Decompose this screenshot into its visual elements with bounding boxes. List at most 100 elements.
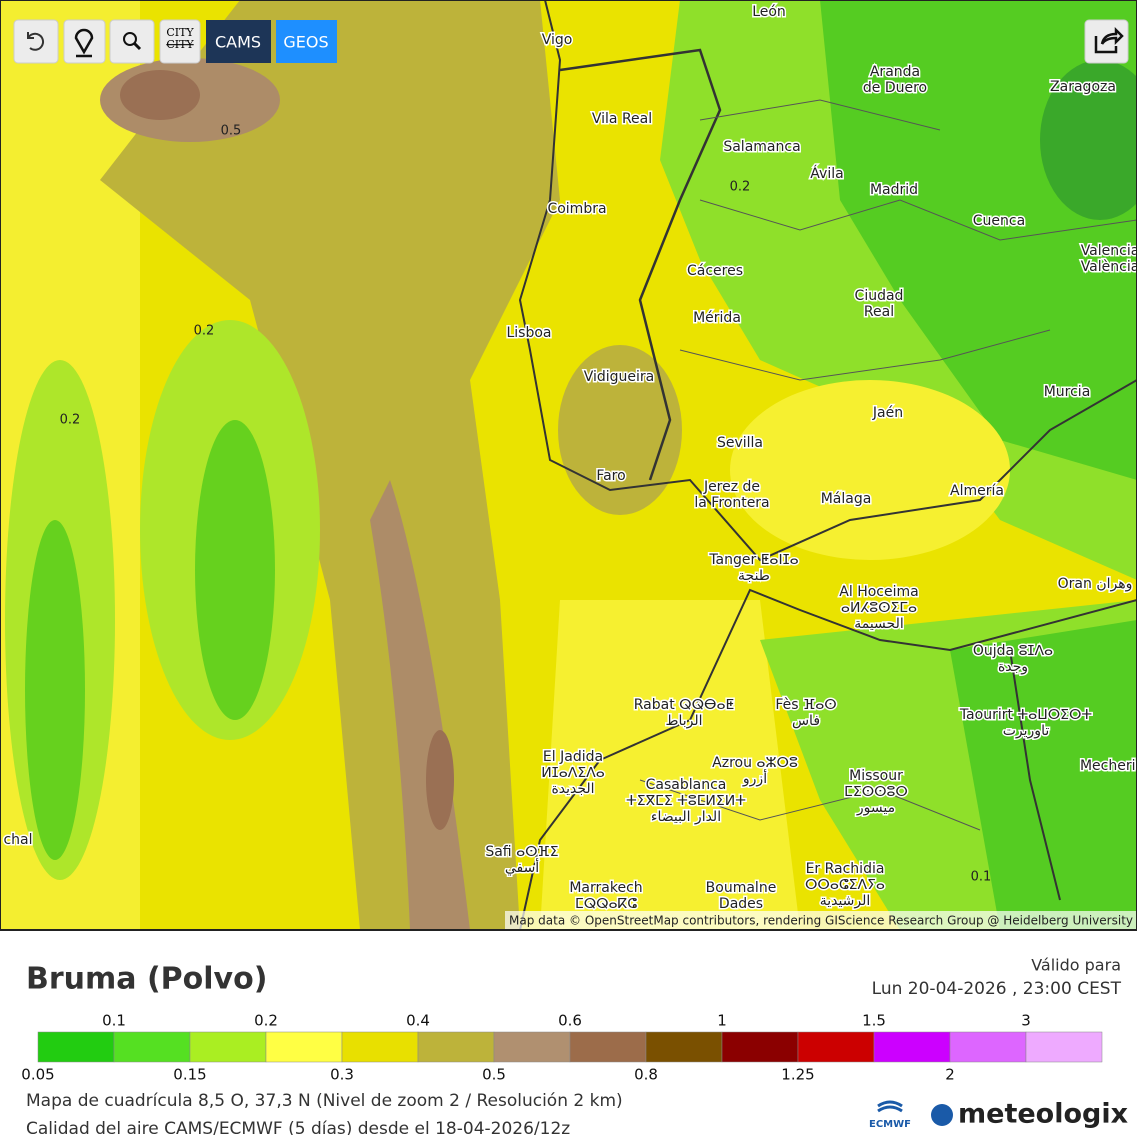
city-label: Salamanca bbox=[723, 139, 800, 155]
city-label: Jerez de bbox=[703, 479, 760, 495]
legend-swatch bbox=[265, 1031, 343, 1063]
city-label: ⵎⵕⵕⴰⴽⵛ bbox=[575, 896, 637, 912]
city-label: Oujda ⵓⵊⴷⴰ bbox=[973, 643, 1053, 659]
legend-swatch bbox=[873, 1031, 951, 1063]
legend-swatch bbox=[1025, 1031, 1103, 1063]
city-label: Aranda bbox=[870, 64, 920, 80]
brand-icon bbox=[931, 1104, 953, 1126]
refresh-button[interactable] bbox=[13, 19, 59, 64]
city-label: Almería bbox=[950, 483, 1004, 499]
city-label: Missour bbox=[849, 768, 903, 784]
city-label: الحسيمة bbox=[854, 616, 904, 632]
ecmwf-logo: ECMWF bbox=[869, 1100, 911, 1130]
legend-label: 0.2 bbox=[254, 1012, 278, 1030]
legend-label: 0.5 bbox=[482, 1066, 506, 1084]
contour-label: 0.1 bbox=[971, 870, 992, 885]
city-label: طنجة bbox=[738, 568, 770, 584]
footer-text: Mapa de cuadrícula 8,5 O, 37,3 N (Nivel … bbox=[26, 1091, 623, 1111]
city-label: de Duero bbox=[863, 80, 927, 96]
city-label: Al Hoceima bbox=[839, 584, 918, 600]
city-label: أزرو bbox=[742, 769, 767, 787]
city-label: ⴰⵍⵃⵓⵙⵉⵎⴰ bbox=[841, 600, 917, 616]
city-label: Er Rachidia bbox=[806, 861, 885, 877]
contour-label: 0.2 bbox=[60, 413, 81, 428]
legend-swatch bbox=[569, 1031, 647, 1063]
toolbar: CITY CITY CAMS GEOS bbox=[13, 19, 1129, 64]
legend-label: 0.05 bbox=[21, 1066, 54, 1084]
legend: Bruma (Polvo) Válido para Lun 20-04-2026… bbox=[21, 956, 1121, 1084]
cams-button[interactable] bbox=[206, 20, 271, 63]
geos-button[interactable] bbox=[276, 20, 337, 63]
city-label: فاس bbox=[792, 713, 820, 729]
city-label: Vila Real bbox=[592, 111, 652, 127]
city-label: أسفي bbox=[505, 858, 539, 876]
city-label: ⵔⵔⴰⵛⵉⴷⵢⴰ bbox=[805, 877, 885, 893]
city-label: Zaragoza bbox=[1050, 79, 1116, 95]
legend-label: 0.1 bbox=[102, 1012, 126, 1030]
city-label: chal bbox=[3, 832, 32, 848]
city-label: León bbox=[752, 4, 786, 20]
city-label: CITY bbox=[166, 38, 194, 51]
city-label: CITY bbox=[166, 26, 194, 39]
city-label: la Frontera bbox=[694, 495, 769, 511]
city-label: Valencia bbox=[1081, 243, 1137, 259]
zoom-button[interactable] bbox=[109, 19, 155, 64]
city-label: ⵜⵉⴳⵎⵉ ⵜⵓⵎⵍⵉⵍⵜ bbox=[626, 793, 746, 809]
city-label: Málaga bbox=[821, 491, 872, 507]
city-label: ⵍⵊⴰⴷⵉⴷⴰ bbox=[541, 765, 605, 781]
city-label: València bbox=[1081, 259, 1137, 275]
city-label: Cáceres bbox=[687, 263, 743, 279]
city-label: Mecheria bbox=[1080, 758, 1137, 774]
legend-swatch bbox=[417, 1031, 495, 1063]
city-label: ⵎⵉⵙⵙⵓⵔ bbox=[844, 784, 908, 800]
city-label: Madrid bbox=[870, 182, 918, 198]
city-button[interactable] bbox=[159, 19, 201, 64]
city-label: Jaén bbox=[872, 405, 903, 421]
city-label: Oran وهران bbox=[1058, 576, 1133, 592]
brand: meteologix bbox=[958, 1099, 1128, 1130]
city-label: Dades bbox=[719, 896, 763, 912]
city-label: El Jadida bbox=[543, 749, 603, 765]
contour-label: 0.2 bbox=[730, 180, 751, 195]
city-label: Coimbra bbox=[547, 201, 606, 217]
city-label: Faro bbox=[596, 468, 625, 484]
legend-title: Bruma (Polvo) bbox=[26, 962, 267, 997]
button-label: CAMS bbox=[215, 33, 261, 52]
share-button[interactable] bbox=[1084, 19, 1129, 64]
button-label: GEOS bbox=[283, 33, 328, 52]
legend-label: 0.15 bbox=[173, 1066, 206, 1084]
city-label: Sevilla bbox=[717, 435, 763, 451]
city-label: Marrakech bbox=[569, 880, 642, 896]
city-label: Vigo bbox=[542, 32, 573, 48]
legend-swatch bbox=[37, 1031, 115, 1063]
city-label: ميسور bbox=[856, 800, 895, 816]
city-label: Safi ⴰⵙⴼⵉ bbox=[485, 844, 558, 860]
legend-swatch bbox=[721, 1031, 799, 1063]
city-label: Lisboa bbox=[506, 325, 551, 341]
city-label: الرشيدية bbox=[820, 893, 871, 909]
valid-label: Válido para bbox=[1031, 956, 1121, 975]
city-label: Taourirt ⵜⴰⵡⵔⵉⵔⵜ bbox=[959, 707, 1093, 723]
city-label: Fès ⴼⴰⵙ bbox=[775, 697, 836, 713]
city-label: وجدة bbox=[998, 659, 1028, 675]
legend-swatch bbox=[341, 1031, 419, 1063]
city-label: Rabat ⵕⵕⴱⴰⵟ bbox=[634, 697, 734, 713]
ecmwf-text: ECMWF bbox=[869, 1119, 911, 1130]
legend-swatch bbox=[113, 1031, 191, 1063]
city-label: Real bbox=[864, 304, 894, 320]
legend-swatch bbox=[493, 1031, 571, 1063]
legend-label: 1.25 bbox=[781, 1066, 814, 1084]
valid-date: Lun 20-04-2026 , 23:00 CEST bbox=[872, 979, 1122, 999]
city-label: Cuenca bbox=[973, 213, 1025, 229]
contour-label: 0.2 bbox=[194, 324, 215, 339]
legend-label: 0.4 bbox=[406, 1012, 430, 1030]
city-label: Azrou ⴰⵣⵔⵓ bbox=[712, 755, 798, 771]
city-label: تاوريرت bbox=[1003, 723, 1050, 739]
legend-label: 0.6 bbox=[558, 1012, 582, 1030]
city-label: Mérida bbox=[693, 310, 741, 326]
legend-swatch bbox=[949, 1031, 1027, 1063]
legend-swatch bbox=[645, 1031, 723, 1063]
city-label: Ciudad bbox=[855, 288, 904, 304]
location-button[interactable] bbox=[63, 19, 106, 64]
